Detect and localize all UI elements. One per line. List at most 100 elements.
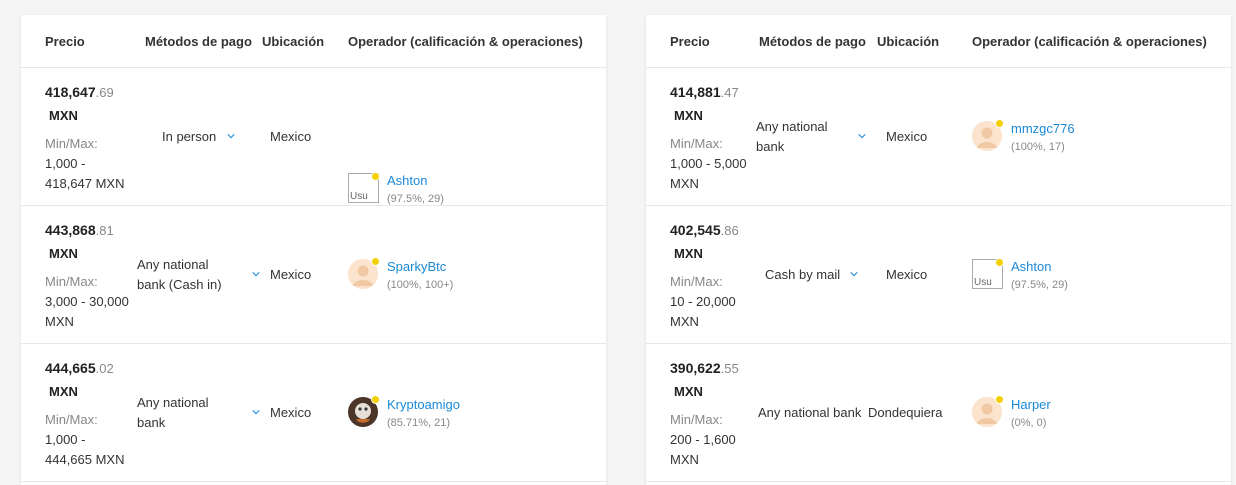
online-status-icon: [371, 172, 380, 181]
price-decimal: .69: [95, 85, 114, 100]
range-line-1: 1,000 -: [45, 432, 86, 447]
operator-name-link[interactable]: Kryptoamigo: [387, 397, 460, 412]
location: Mexico: [270, 267, 312, 282]
operator-name-link[interactable]: Ashton: [1011, 259, 1052, 274]
operator-stats: (97.5%, 29): [1011, 279, 1068, 291]
min-max-limits: Min/Max: 200 - 1,600 MXN: [670, 410, 762, 470]
table-row[interactable]: 444,665.02 MXN Min/Max: 1,000 - 444,665 …: [21, 344, 606, 482]
column-header-price[interactable]: Precio: [45, 34, 85, 49]
min-max-limits: Min/Max: 3,000 - 30,000 MXN: [45, 272, 137, 332]
location: Mexico: [886, 129, 928, 144]
column-header-operator: Operador (calificación & operaciones): [348, 34, 583, 49]
table-row[interactable]: 402,545.86 MXN Min/Max: 10 - 20,000 MXN …: [646, 206, 1231, 344]
min-max-label: Min/Max:: [670, 136, 723, 151]
payment-method[interactable]: Cash by mail: [765, 265, 840, 285]
price-integer: 390,622: [670, 360, 721, 376]
column-header-operator: Operador (calificación & operaciones): [972, 34, 1207, 49]
price-integer: 414,881: [670, 84, 721, 100]
operator-stats: (0%, 0): [1011, 417, 1047, 429]
column-header-location: Ubicación: [877, 34, 940, 49]
min-max-limits: Min/Max: 1,000 - 5,000 MXN: [670, 134, 762, 194]
offers-table-right: Precio Métodos de pago Ubicación Operado…: [646, 15, 1231, 485]
online-status-icon: [995, 395, 1004, 404]
operator-name-link[interactable]: SparkyBtc: [387, 259, 447, 274]
chevron-down-icon[interactable]: [227, 132, 235, 140]
chevron-down-icon[interactable]: [858, 132, 866, 140]
location: Dondequiera: [868, 405, 943, 420]
payment-method[interactable]: Any national bank: [756, 117, 828, 157]
operator-name-link[interactable]: Ashton: [387, 173, 428, 188]
operator-name-link[interactable]: Harper: [1011, 397, 1051, 412]
payment-method[interactable]: In person: [162, 127, 216, 147]
column-header-price[interactable]: Precio: [670, 34, 710, 49]
chevron-down-icon[interactable]: [850, 270, 858, 278]
avatar[interactable]: Usu: [972, 258, 1004, 289]
range-line-2: MXN: [670, 314, 699, 329]
min-max-label: Min/Max:: [45, 136, 98, 151]
location: Mexico: [270, 405, 312, 420]
price: 444,665.02: [45, 360, 114, 376]
min-max-label: Min/Max:: [45, 274, 98, 289]
column-header-methods: Métodos de pago: [145, 34, 252, 49]
avatar[interactable]: [348, 257, 380, 289]
price-integer: 444,665: [45, 360, 96, 376]
price-integer: 418,647: [45, 84, 96, 100]
table-header: Precio Métodos de pago Ubicación Operado…: [646, 15, 1231, 68]
range-line-2: MXN: [670, 176, 699, 191]
range-line-1: 1,000 -: [45, 156, 86, 171]
currency: MXN: [49, 108, 78, 123]
table-row[interactable]: 390,622.55 MXN Min/Max: 200 - 1,600 MXN …: [646, 344, 1231, 482]
currency: MXN: [674, 384, 703, 399]
payment-method-line-2: bank: [137, 415, 166, 430]
range-line-2: 444,665 MXN: [45, 452, 125, 467]
payment-method[interactable]: Any national bank: [137, 393, 209, 433]
location: Mexico: [270, 129, 312, 144]
avatar-alt-text: Usu: [974, 277, 992, 288]
price-decimal: .86: [720, 223, 739, 238]
price: 402,545.86: [670, 222, 739, 238]
default-user-icon: [972, 121, 1002, 151]
currency: MXN: [674, 108, 703, 123]
table-row[interactable]: 443,868.81 MXN Min/Max: 3,000 - 30,000 M…: [21, 206, 606, 344]
payment-method-line-1: Any national bank: [758, 405, 862, 420]
payment-method[interactable]: Any national bank (Cash in): [137, 255, 222, 295]
payment-method: Any national bank: [758, 403, 861, 423]
avatar[interactable]: [972, 119, 1004, 151]
table-row[interactable]: 418,647.69 MXN Min/Max: 1,000 - 418,647 …: [21, 68, 606, 206]
chevron-down-icon[interactable]: [252, 408, 260, 416]
price-decimal: .81: [95, 223, 114, 238]
operator-name-link[interactable]: mmzgc776: [1011, 121, 1075, 136]
avatar-alt-text: Usu: [350, 191, 368, 202]
min-max-label: Min/Max:: [670, 412, 723, 427]
payment-method-line-2: bank (Cash in): [137, 277, 222, 292]
user-photo-icon: [348, 397, 378, 427]
range-line-1: 1,000 - 5,000: [670, 156, 747, 171]
range-line-1: 10 - 20,000: [670, 294, 736, 309]
payment-method-line-1: Cash by mail: [765, 267, 841, 282]
payment-method-line-2: bank: [756, 139, 785, 154]
table-header: Precio Métodos de pago Ubicación Operado…: [21, 15, 606, 68]
currency: MXN: [49, 246, 78, 261]
operator-stats: (85.71%, 21): [387, 417, 450, 429]
price-decimal: .02: [95, 361, 114, 376]
avatar[interactable]: [348, 395, 380, 427]
avatar[interactable]: Usu: [348, 172, 380, 203]
price: 390,622.55: [670, 360, 739, 376]
online-status-icon: [371, 257, 380, 266]
price-integer: 402,545: [670, 222, 721, 238]
range-line-2: MXN: [670, 452, 699, 467]
online-status-icon: [995, 258, 1004, 267]
operator-stats: (100%, 100+): [387, 279, 454, 291]
table-row[interactable]: 414,881.47 MXN Min/Max: 1,000 - 5,000 MX…: [646, 68, 1231, 206]
avatar[interactable]: [972, 395, 1004, 427]
default-user-icon: [972, 397, 1002, 427]
payment-method-line-1: Any national: [137, 257, 209, 272]
column-header-location: Ubicación: [262, 34, 325, 49]
range-line-2: MXN: [45, 314, 74, 329]
offers-table-left: Precio Métodos de pago Ubicación Operado…: [21, 15, 606, 485]
chevron-down-icon[interactable]: [252, 270, 260, 278]
price-integer: 443,868: [45, 222, 96, 238]
min-max-label: Min/Max:: [45, 412, 98, 427]
price-decimal: .55: [720, 361, 739, 376]
price: 414,881.47: [670, 84, 739, 100]
